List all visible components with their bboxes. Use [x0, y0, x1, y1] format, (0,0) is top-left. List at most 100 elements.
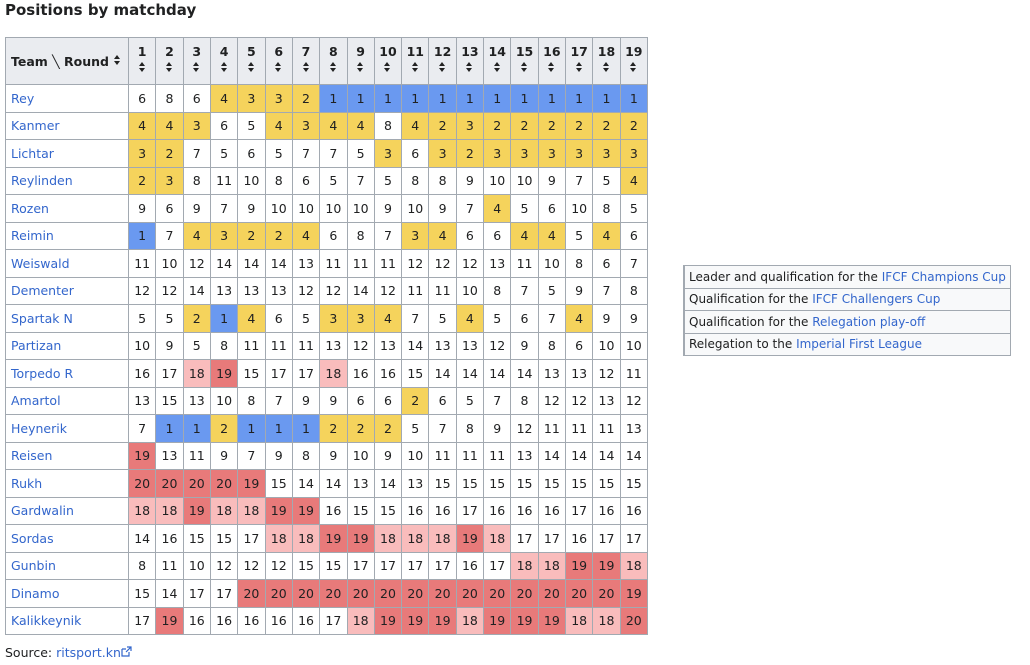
team-cell: Amartol [5, 386, 129, 415]
position-cell: 16 [483, 496, 512, 525]
position-cell: 17 [619, 524, 649, 553]
team-row: Torpedo R 16 17 18 19 15 17 17 18 16 16 15 14 14 14 14 1… [5, 359, 649, 388]
team-link[interactable]: Dementer [11, 283, 74, 299]
position-cell: 5 [127, 304, 157, 333]
position-cell: 18 [373, 524, 403, 553]
position-cell: 17 [237, 524, 266, 553]
position-cell: 8 [537, 331, 567, 360]
position-cell: 2 [564, 111, 594, 140]
team-link[interactable]: Torpedo R [11, 365, 74, 381]
position-cell: 13 [319, 331, 348, 360]
team-link[interactable]: Spartak N [11, 310, 73, 326]
position-cell: 14 [291, 469, 321, 498]
round-header-cell[interactable]: 11 [401, 37, 430, 85]
team-link[interactable]: Kanmer [11, 118, 60, 134]
team-cell: Weiswald [5, 249, 129, 278]
team-link[interactable]: Heynerik [11, 420, 67, 436]
team-link[interactable]: Lichtar [11, 145, 54, 161]
position-cell: 5 [619, 194, 649, 223]
position-cell: 8 [209, 331, 239, 360]
round-header-cell[interactable]: 16 [537, 37, 567, 85]
position-cell: 20 [401, 579, 430, 608]
position-cell: 17 [428, 551, 457, 580]
position-cell: 11 [237, 331, 266, 360]
position-cell: 14 [592, 441, 621, 470]
team-link[interactable]: Amartol [11, 393, 61, 409]
team-cell: Kanmer [5, 111, 129, 140]
round-header-cell[interactable]: 19 [619, 37, 649, 85]
legend-link[interactable]: IFCF Challengers Cup [812, 292, 941, 307]
position-cell: 20 [264, 579, 293, 608]
team-link[interactable]: Gunbin [11, 558, 56, 574]
position-cell: 3 [619, 139, 649, 168]
team-link[interactable]: Kalikkeynik [11, 613, 82, 629]
position-cell: 10 [510, 166, 539, 195]
round-header-cell[interactable]: 17 [564, 37, 594, 85]
position-cell: 11 [291, 331, 321, 360]
position-cell: 16 [127, 359, 157, 388]
round-header-cell[interactable]: 7 [291, 37, 321, 85]
round-header-cell[interactable]: 2 [155, 37, 184, 85]
position-cell: 9 [264, 441, 293, 470]
position-cell: 14 [401, 331, 430, 360]
position-cell: 8 [127, 551, 157, 580]
team-link[interactable]: Reylinden [11, 173, 73, 189]
round-header-cell[interactable]: 8 [319, 37, 348, 85]
position-cell: 1 [319, 84, 348, 113]
sort-icon [547, 61, 556, 73]
position-cell: 3 [319, 304, 348, 333]
legend: Leader and qualification for the IFCF Ch… [683, 265, 1011, 356]
legend-link[interactable]: IFCF Champions Cup [881, 269, 1006, 284]
position-cell: 8 [510, 386, 539, 415]
position-cell: 3 [182, 111, 211, 140]
position-cell: 5 [483, 304, 512, 333]
sort-icon [329, 61, 338, 73]
round-header-cell[interactable]: 12 [428, 37, 457, 85]
round-header-cell[interactable]: 3 [182, 37, 211, 85]
team-link[interactable]: Rozen [11, 200, 49, 216]
position-cell: 10 [401, 194, 430, 223]
source-link[interactable]: ritsport.kn [56, 645, 121, 660]
positions-table: Team ╲ Round 1 2 3 4 5 6 7 8 9 10 11 12 13 14 15 16 17 18… [5, 37, 649, 635]
round-header-cell[interactable]: 1 [127, 37, 157, 85]
team-link[interactable]: Sordas [11, 530, 54, 546]
round-header-cell[interactable]: 5 [237, 37, 266, 85]
round-header-cell[interactable]: 9 [346, 37, 375, 85]
legend-link[interactable]: Imperial First League [796, 337, 922, 352]
team-link[interactable]: Dinamo [11, 585, 60, 601]
position-cell: 1 [401, 84, 430, 113]
round-header-cell[interactable]: 14 [483, 37, 512, 85]
team-link[interactable]: Weiswald [11, 255, 70, 271]
position-cell: 9 [619, 304, 649, 333]
team-link[interactable]: Rukh [11, 475, 43, 491]
round-header-cell[interactable]: 18 [592, 37, 621, 85]
position-cell: 12 [401, 249, 430, 278]
team-round-header[interactable]: Team ╲ Round [5, 37, 129, 85]
team-link[interactable]: Rey [11, 90, 35, 106]
position-cell: 10 [291, 194, 321, 223]
legend-link[interactable]: Relegation play-off [812, 314, 926, 329]
position-cell: 1 [291, 414, 321, 443]
position-cell: 18 [237, 496, 266, 525]
sort-icon [113, 54, 122, 66]
team-link[interactable]: Partizan [11, 338, 62, 354]
round-number: 15 [515, 44, 534, 59]
team-header: Team [11, 53, 48, 69]
team-link[interactable]: Reisen [11, 448, 53, 464]
round-header-cell[interactable]: 10 [373, 37, 403, 85]
position-cell: 19 [619, 579, 649, 608]
team-link[interactable]: Reimin [11, 228, 54, 244]
position-cell: 15 [537, 469, 567, 498]
position-cell: 19 [346, 524, 375, 553]
source-label: Source: [5, 645, 53, 660]
round-header-cell[interactable]: 13 [455, 37, 485, 85]
round-header-cell[interactable]: 15 [510, 37, 539, 85]
position-cell: 15 [127, 579, 157, 608]
position-cell: 13 [619, 414, 649, 443]
position-cell: 2 [592, 111, 621, 140]
position-cell: 10 [209, 386, 239, 415]
team-cell: Dementer [5, 276, 129, 305]
round-header-cell[interactable]: 6 [264, 37, 293, 85]
team-link[interactable]: Gardwalin [11, 503, 74, 519]
round-header-cell[interactable]: 4 [209, 37, 239, 85]
